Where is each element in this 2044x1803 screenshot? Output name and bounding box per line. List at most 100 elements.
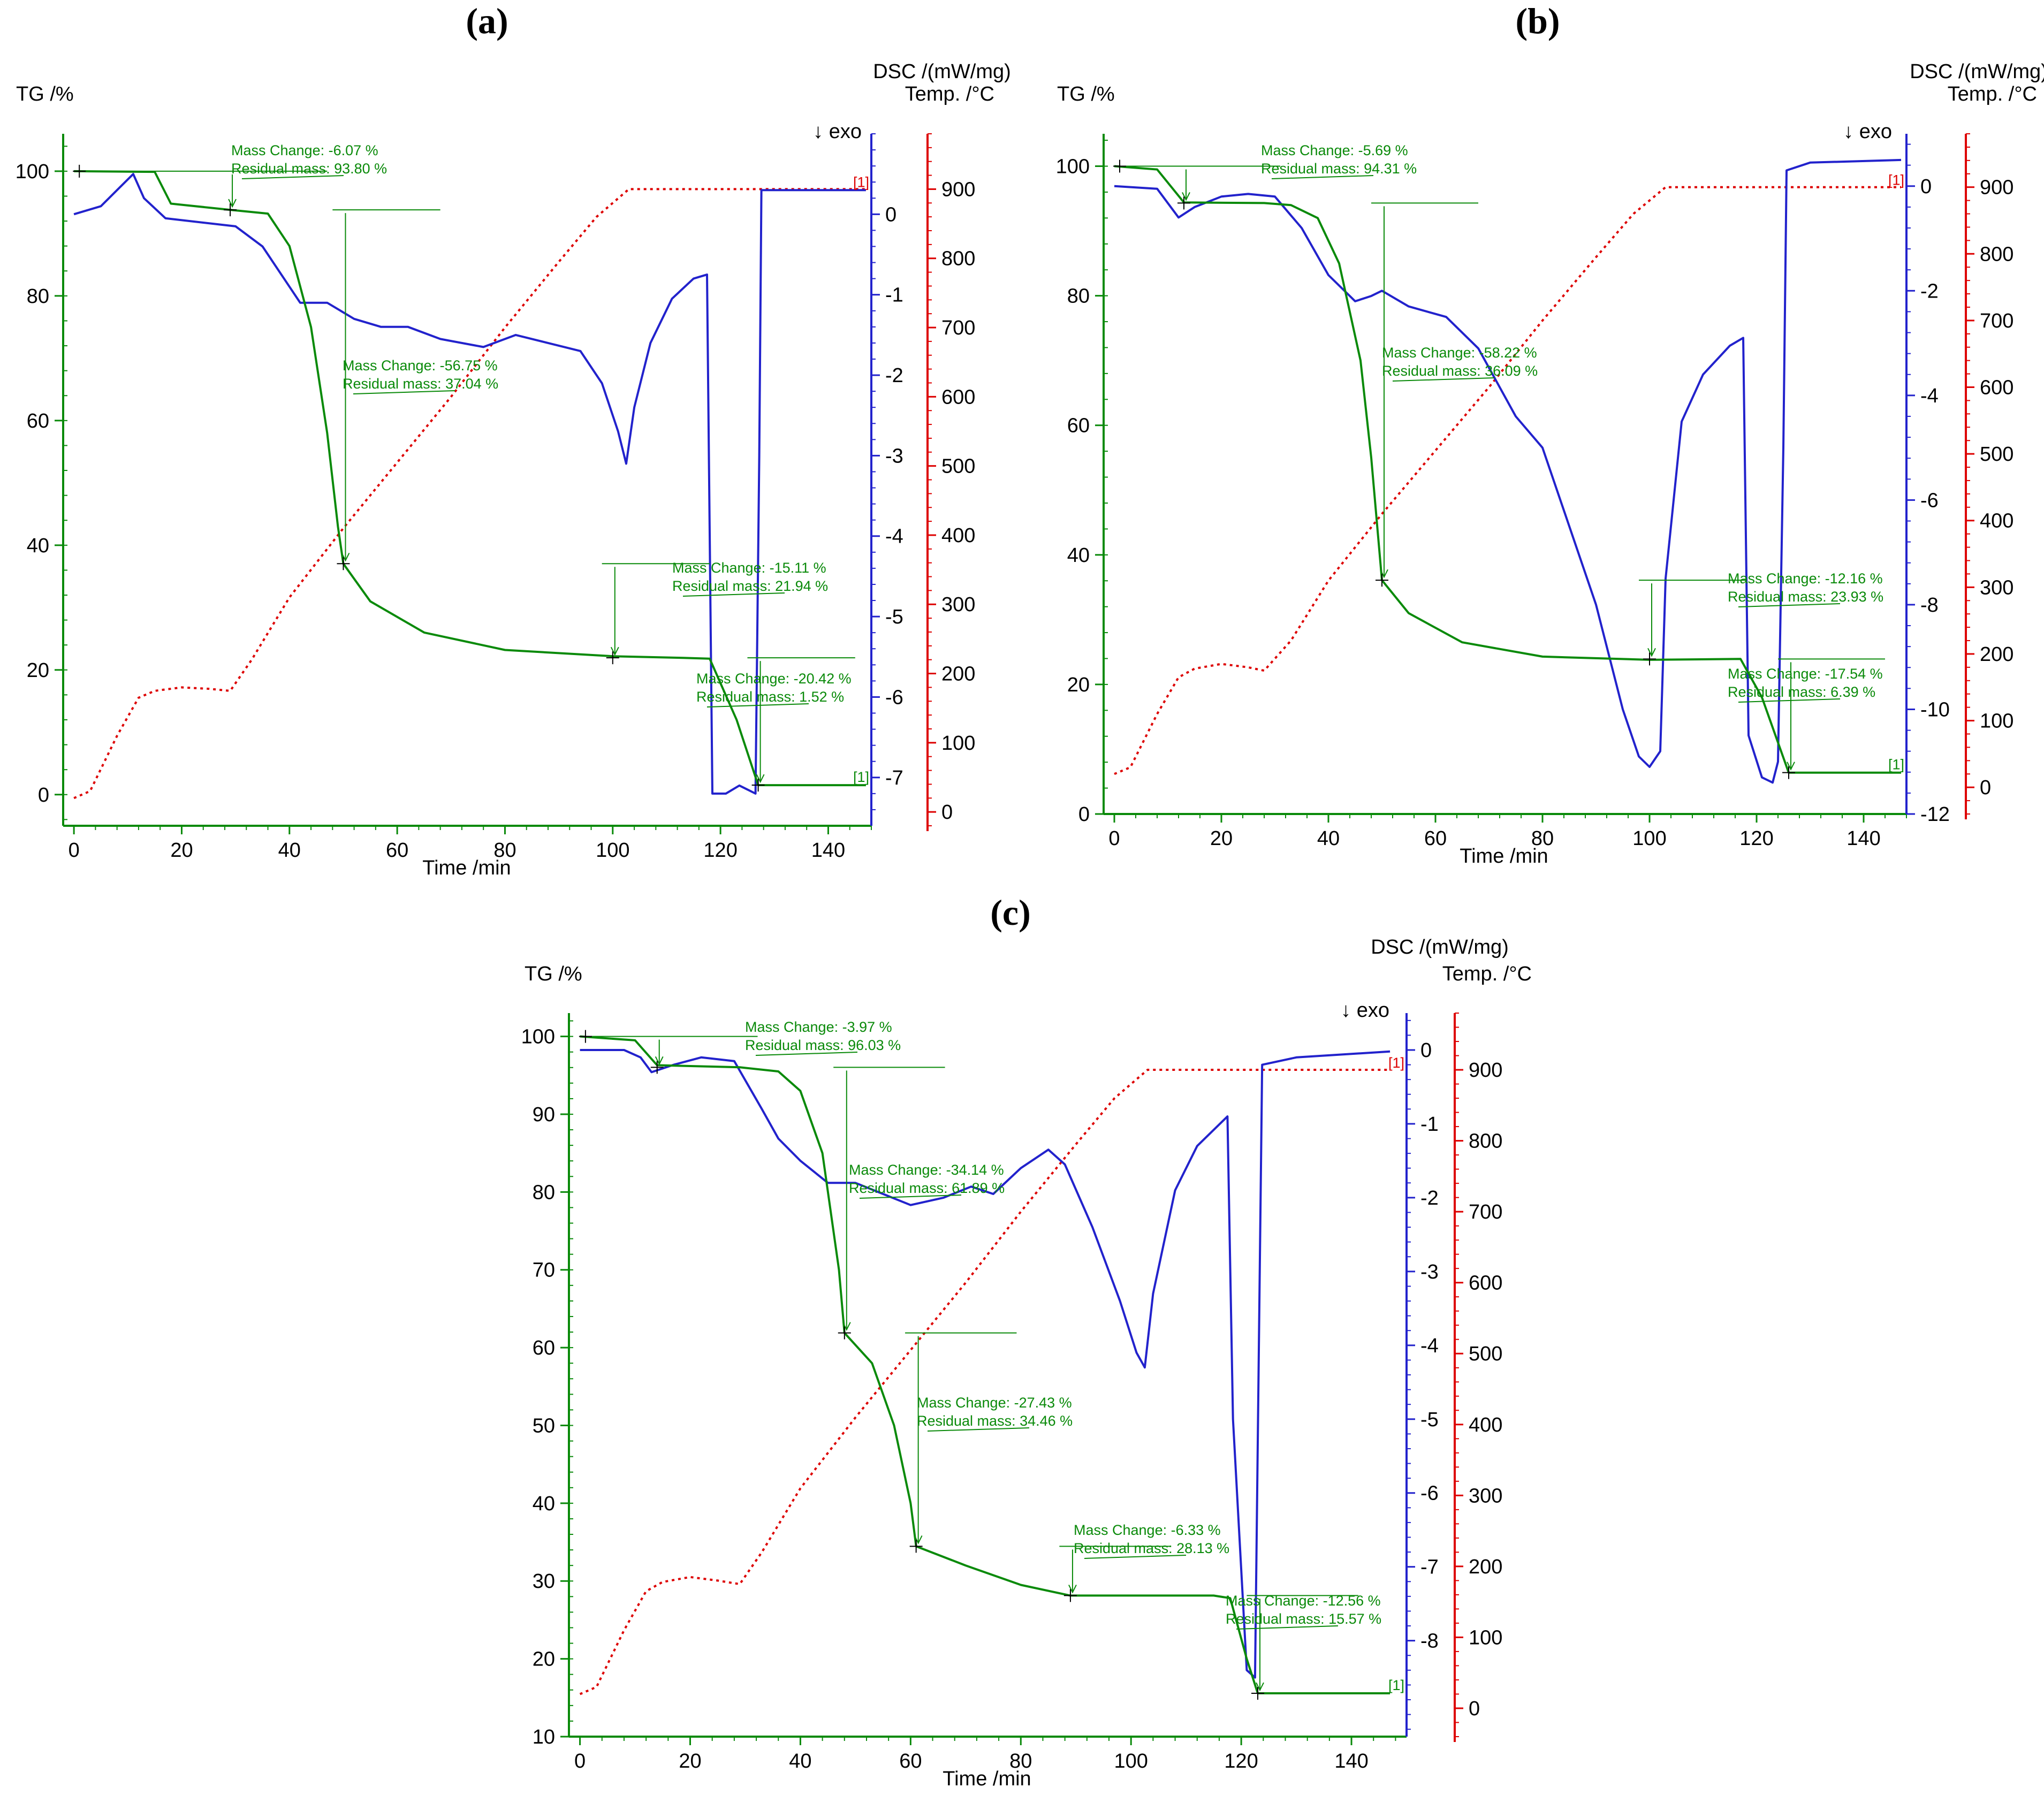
x-tick-label: 0 bbox=[69, 839, 80, 862]
annotation-leader bbox=[706, 703, 809, 707]
temp-tick-label: 200 bbox=[1980, 643, 2013, 666]
step-arrowhead bbox=[914, 1535, 923, 1545]
x-tick-label: 40 bbox=[789, 1750, 811, 1772]
temp-tick-label: 0 bbox=[1980, 777, 1991, 799]
tg-tick-label: 40 bbox=[27, 535, 49, 557]
dsc-tick-label: -2 bbox=[1920, 280, 1939, 302]
tg-tick-label: 60 bbox=[1067, 415, 1090, 437]
x-tick-label: 40 bbox=[278, 839, 301, 862]
dsc-tick-label: -8 bbox=[1920, 594, 1939, 617]
dsc-tick-label: -7 bbox=[885, 767, 903, 789]
temp-axis-label: Temp. /°C bbox=[905, 83, 994, 105]
exo-label: ↓ exo bbox=[1843, 120, 1892, 143]
annotation-leader bbox=[682, 592, 785, 597]
dsc-axis-label: DSC /(mW/mg) bbox=[1910, 60, 2044, 83]
step-arrowhead bbox=[1380, 569, 1388, 579]
residual-mass-label: Residual mass: 15.57 % bbox=[1226, 1611, 1381, 1627]
annotation-leader bbox=[755, 1052, 858, 1056]
start-cross bbox=[1113, 159, 1126, 173]
mass-change-label: Mass Change: -12.16 % bbox=[1728, 570, 1883, 587]
x-tick-label: 20 bbox=[1210, 827, 1233, 850]
exo-label: ↓ exo bbox=[1341, 999, 1389, 1022]
mass-change-label: Mass Change: -58.22 % bbox=[1382, 345, 1537, 361]
dsc-series bbox=[1114, 158, 1902, 784]
residual-mass-label: Residual mass: 96.03 % bbox=[745, 1037, 901, 1053]
residual-mass-label: Residual mass: 1.52 % bbox=[696, 689, 844, 705]
temp-tick-label: 300 bbox=[1980, 576, 2013, 599]
temp-tick-label: 700 bbox=[941, 317, 975, 339]
tg-tick-label: 50 bbox=[533, 1414, 555, 1437]
dsc-series bbox=[73, 173, 866, 795]
temp-tick-label: 200 bbox=[1469, 1556, 1502, 1578]
tg-tick-label: 20 bbox=[27, 659, 49, 682]
step-cross bbox=[606, 651, 619, 665]
dsc-axis-label: DSC /(mW/mg) bbox=[1371, 936, 1509, 958]
temp-tick-label: 800 bbox=[1469, 1130, 1502, 1153]
exo-label: ↓ exo bbox=[813, 120, 862, 143]
annotation-leader bbox=[927, 1427, 1030, 1432]
chart-panel-b: (b) 0 20 40 60 80 100 120 140 0 20 40 60 80 100 0 -2 -4 -6… bbox=[1056, 1, 2044, 868]
tg-tick-label: 80 bbox=[27, 285, 49, 308]
x-tick-label: 60 bbox=[386, 839, 408, 862]
annotation-leader bbox=[353, 390, 455, 394]
temp-tick-label: 500 bbox=[941, 455, 975, 478]
temp-tick-label: 300 bbox=[941, 594, 975, 616]
step-arrowhead bbox=[1182, 192, 1190, 201]
step-cross bbox=[1643, 652, 1656, 666]
step-cross bbox=[337, 557, 350, 570]
mass-change-label: Mass Change: -12.56 % bbox=[1226, 1593, 1381, 1609]
panel-title: (c) bbox=[990, 892, 1030, 933]
temp-tick-label: 600 bbox=[1980, 377, 2013, 399]
x-tick-label: 60 bbox=[899, 1750, 922, 1772]
temp-tick-label: 100 bbox=[941, 732, 975, 755]
tg-series bbox=[580, 1035, 1390, 1694]
x-tick-label: 140 bbox=[1334, 1750, 1368, 1772]
tg-tick-label: 100 bbox=[16, 161, 49, 183]
temp-tick-label: 500 bbox=[1980, 443, 2013, 466]
mass-change-label: Mass Change: -56.75 % bbox=[343, 357, 498, 374]
step-arrowhead bbox=[842, 1322, 851, 1331]
tg-tick-label: 90 bbox=[533, 1104, 555, 1126]
start-cross bbox=[579, 1030, 592, 1043]
x-tick-label: 100 bbox=[596, 839, 629, 862]
step-cross bbox=[751, 779, 765, 792]
dsc-tick-label: -6 bbox=[885, 686, 903, 709]
step-cross bbox=[1177, 196, 1190, 210]
tg-tick-label: 60 bbox=[533, 1337, 555, 1359]
residual-mass-label: Residual mass: 94.31 % bbox=[1261, 161, 1417, 177]
temp-tick-label: 400 bbox=[1469, 1414, 1502, 1436]
tg-axis-label: TG /% bbox=[525, 963, 582, 985]
annotation-leader bbox=[241, 175, 344, 179]
temp-tick-label: 400 bbox=[1980, 510, 2013, 532]
residual-mass-label: Residual mass: 61.89 % bbox=[849, 1180, 1005, 1196]
mass-change-label: Mass Change: -6.33 % bbox=[1074, 1522, 1221, 1538]
temp-tick-label: 800 bbox=[941, 248, 975, 270]
dsc-tick-label: -5 bbox=[885, 606, 903, 628]
x-tick-label: 120 bbox=[703, 839, 737, 862]
step-arrowhead bbox=[756, 774, 765, 783]
dsc-tick-label: -6 bbox=[1420, 1482, 1439, 1505]
temp-tick-label: 700 bbox=[1980, 310, 2013, 332]
mass-change-label: Mass Change: -5.69 % bbox=[1261, 142, 1408, 158]
curve-marker-tg: [1] bbox=[1388, 1677, 1404, 1693]
residual-mass-label: Residual mass: 37.04 % bbox=[343, 376, 498, 392]
dsc-tick-label: -3 bbox=[1420, 1261, 1439, 1283]
dsc-tick-label: -3 bbox=[885, 445, 903, 467]
curve-marker-tg: [1] bbox=[1888, 757, 1904, 773]
mass-change-label: Mass Change: -27.43 % bbox=[917, 1395, 1072, 1411]
dsc-tick-label: -8 bbox=[1420, 1630, 1439, 1653]
panel-title: (b) bbox=[1515, 1, 1560, 41]
residual-mass-label: Residual mass: 36.09 % bbox=[1382, 363, 1538, 379]
annotation-leader bbox=[1236, 1625, 1339, 1630]
dsc-axis-label: DSC /(mW/mg) bbox=[873, 60, 1011, 83]
step-cross bbox=[1063, 1589, 1077, 1602]
x-tick-label: 100 bbox=[1632, 827, 1666, 850]
temp-tick-label: 900 bbox=[1469, 1059, 1502, 1082]
temp-tick-label: 0 bbox=[1469, 1698, 1480, 1720]
chart-panel-c: (c) 0 20 40 60 80 100 120 140 10 20 30 40 50 60 70 80 90 1… bbox=[521, 892, 1532, 1790]
mass-change-label: Mass Change: -17.54 % bbox=[1728, 666, 1883, 682]
temp-tick-label: 500 bbox=[1469, 1343, 1502, 1365]
annotation-leader bbox=[1738, 698, 1841, 703]
residual-mass-label: Residual mass: 21.94 % bbox=[672, 578, 828, 594]
temp-tick-label: 600 bbox=[941, 386, 975, 408]
